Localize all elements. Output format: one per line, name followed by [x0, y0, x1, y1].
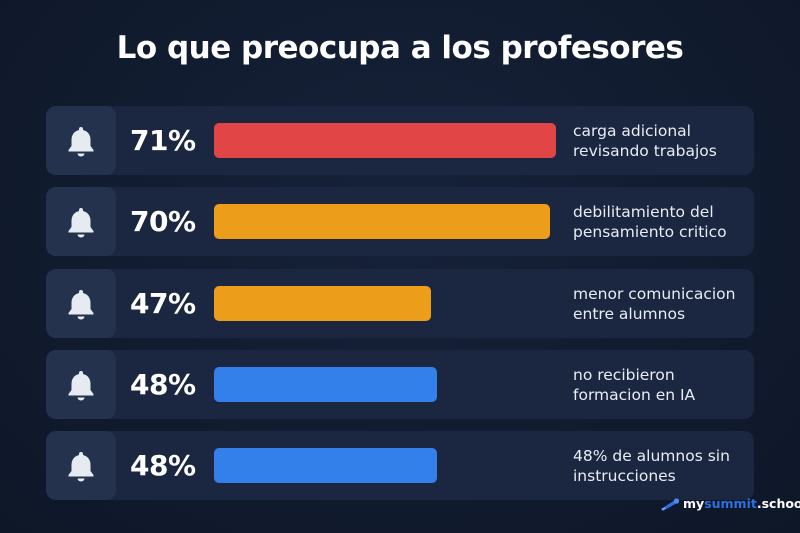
bar: [214, 123, 556, 158]
bar-row: 48% 48% de alumnos sin instrucciones: [46, 431, 754, 500]
percent-value: 47%: [130, 287, 196, 320]
bell-icon: [68, 370, 94, 400]
brand-part-school: .school: [756, 496, 800, 511]
bell-icon: [68, 207, 94, 237]
percent-value: 48%: [130, 368, 196, 401]
bar-row: 48% no recibieron formacion en IA: [46, 350, 754, 419]
bar-row: 47% menor comunicacion entre alumnos: [46, 269, 754, 338]
icon-box: [46, 106, 116, 175]
brand-part-summit: summit: [704, 496, 757, 511]
icon-box: [46, 269, 116, 338]
icon-box: [46, 187, 116, 256]
telescope-icon: [661, 497, 680, 511]
row-label: menor comunicacion entre alumnos: [573, 284, 736, 323]
bar: [214, 204, 550, 239]
bar: [214, 448, 437, 483]
chart-title: Lo que preocupa a los profesores: [116, 30, 684, 66]
bar-row: 71% carga adicional revisando trabajos: [46, 106, 754, 175]
bell-icon: [68, 126, 94, 156]
bell-icon: [68, 289, 94, 319]
bar: [214, 286, 431, 321]
percent-value: 70%: [130, 205, 196, 238]
icon-box: [46, 350, 116, 419]
bar: [214, 367, 437, 402]
row-label: 48% de alumnos sin instrucciones: [573, 446, 730, 485]
icon-box: [46, 431, 116, 500]
row-label: carga adicional revisando trabajos: [573, 121, 717, 160]
row-label: debilitamiento del pensamiento critico: [573, 202, 727, 241]
percent-value: 71%: [130, 124, 196, 157]
bar-row: 70% debilitamiento del pensamiento criti…: [46, 187, 754, 256]
bell-icon: [68, 451, 94, 481]
row-label: no recibieron formacion en IA: [573, 365, 696, 404]
brand-part-my: my: [683, 496, 705, 511]
percent-value: 48%: [130, 449, 196, 482]
